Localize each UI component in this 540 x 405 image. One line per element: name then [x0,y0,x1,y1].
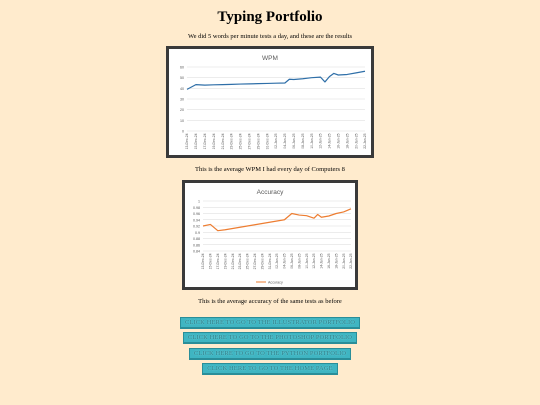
illustrator-link-row: CLICK HERE TO GO TO THE ILLUSTRATOR PORT… [0,311,540,329]
x-tick-label: 19-Dec-24 [212,133,216,149]
wpm-chart: WPM 0 10 20 30 40 50 60 13-Dec-24 15-Dec-24 17-Dec… [180,55,367,149]
accuracy-chart: Accuracy 0.84 0.86 0.88 0.9 0.92 0.94 0.96 0.98 1… [193,189,353,284]
python-link-row: CLICK HERE TO GO TO THE PYTHON PORTFOLIO [0,342,540,360]
x-tick-label: 13-Dec-24 [201,253,205,269]
home-link-row: CLICK HERE TO GO TO THE HOME PAGE [0,357,540,375]
y-tick-label: 0.86 [193,243,200,247]
x-tick-label: 22-Jan-25 [349,253,353,268]
y-tick-label: 60 [180,66,184,70]
y-tick-label: 0.84 [193,250,200,254]
x-tick-label: 25-Dec-24 [239,133,243,149]
y-tick-label: 20 [180,108,184,112]
chart-title: Accuracy [257,189,284,196]
y-tick-label: 0.88 [193,237,200,241]
x-tick-label: 16-Jan-25 [327,253,331,268]
y-tick-label: 0.9 [195,231,200,235]
x-tick-label: 08-Jan-25 [297,253,301,268]
x-tick-label: 04-Jan-25 [283,133,287,148]
x-tick-label: 12-Jan-25 [319,133,323,148]
accuracy-caption: This is the average accuracy of the same… [198,298,342,305]
x-tick-label: 14-Jan-25 [328,133,332,148]
chart-title: WPM [262,55,278,62]
x-tick-label: 02-Jan-25 [275,253,279,268]
x-tick-label: 17-Dec-24 [203,133,207,149]
x-tick-label: 06-Jan-25 [292,133,296,148]
x-tick-label: 23-Dec-24 [230,133,234,149]
wpm-caption: This is the average WPM I had every day … [195,166,345,173]
y-tick-label: 0.92 [193,225,200,229]
home-page-button[interactable]: CLICK HERE TO GO TO THE HOME PAGE [202,363,338,374]
x-tick-label: 04-Jan-25 [283,253,287,268]
x-tick-label: 12-Jan-25 [312,253,316,268]
series-line [186,70,366,90]
y-tick-label: 10 [180,119,184,123]
x-tick-label: 18-Jan-25 [334,253,338,268]
x-tick-label: 02-Jan-25 [274,133,278,148]
x-tick-label: 06-Jan-25 [290,253,294,268]
y-tick-label: 0.96 [193,212,200,216]
y-tick-label: 30 [180,98,184,102]
x-tick-label: 21-Dec-24 [221,133,225,149]
legend-label: Accuracy [268,280,283,284]
x-tick-label: 31-Dec-24 [268,253,272,269]
y-tick-label: 0 [182,130,184,134]
page-subtitle: We did 5 words per minute tests a day, a… [187,33,353,40]
photoshop-link-row: CLICK HERE TO GO TO THE PHOTOSHOP PORTFO… [0,326,540,344]
x-tick-label: 20-Jan-25 [354,133,358,148]
page-title: Typing Portfolio [217,9,323,25]
x-tick-label: 23-Dec-24 [238,253,242,269]
x-tick-label: 29-Dec-24 [260,253,264,269]
x-tick-label: 20-Jan-25 [342,253,346,268]
y-tick-label: 1 [198,200,200,204]
x-tick-label: 22-Jan-25 [363,133,367,148]
x-tick-label: 15-Dec-24 [194,133,198,149]
python-portfolio-button[interactable]: CLICK HERE TO GO TO THE PYTHON PORTFOLIO [188,348,352,359]
x-tick-label: 27-Dec-24 [248,133,252,149]
x-tick-label: 16-Jan-25 [337,133,341,148]
x-tick-label: 31-Dec-24 [265,133,269,149]
illustrator-portfolio-button[interactable]: CLICK HERE TO GO TO THE ILLUSTRATOR PORT… [179,317,361,328]
y-tick-label: 0.98 [193,206,200,210]
y-tick-label: 50 [180,76,184,80]
x-tick-label: 10-Jan-25 [310,133,314,148]
y-tick-label: 0.94 [193,218,200,222]
accuracy-chart-frame: Accuracy 0.84 0.86 0.88 0.9 0.92 0.94 0.96 0.98 1… [182,180,358,290]
series-line [202,208,352,232]
x-tick-label: 25-Dec-24 [246,253,250,269]
x-tick-label: 08-Jan-25 [301,133,305,148]
x-tick-label: 14-Jan-25 [320,253,324,268]
x-tick-label: 29-Dec-24 [256,133,260,149]
x-tick-label: 17-Dec-24 [216,253,220,269]
wpm-chart-frame: WPM 0 10 20 30 40 50 60 13-Dec-24 15-Dec-24 17-Dec… [166,46,374,158]
x-tick-label: 18-Jan-25 [345,133,349,148]
x-tick-label: 10-Jan-25 [305,253,309,268]
x-tick-label: 21-Dec-24 [231,253,235,269]
x-tick-label: 19-Dec-24 [223,253,227,269]
x-tick-label: 15-Dec-24 [209,253,213,269]
y-tick-label: 40 [180,87,184,91]
x-tick-label: 13-Dec-24 [185,133,189,149]
x-tick-label: 27-Dec-24 [253,253,257,269]
photoshop-portfolio-button[interactable]: CLICK HERE TO GO TO THE PHOTOSHOP PORTFO… [182,332,358,343]
